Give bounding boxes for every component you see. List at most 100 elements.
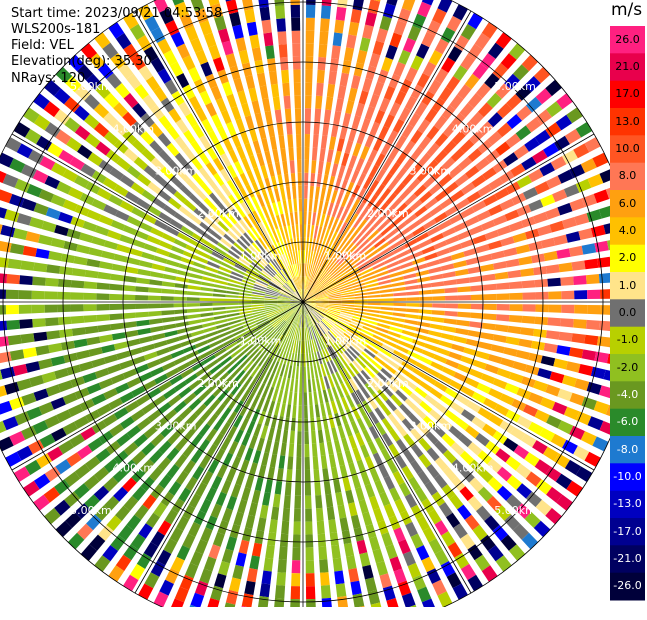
range-gate — [247, 568, 258, 582]
range-gate — [123, 369, 137, 379]
range-gate — [380, 307, 393, 311]
range-gate — [296, 457, 301, 470]
range-gate — [270, 454, 277, 468]
range-gate — [344, 167, 352, 181]
range-gate — [276, 572, 286, 586]
range-gate — [445, 311, 458, 317]
range-gate — [274, 402, 280, 415]
range-gate — [96, 293, 109, 300]
range-gate — [334, 178, 341, 192]
range-gate — [469, 225, 483, 235]
range-ring-label: 4.00km — [113, 122, 155, 135]
range-gate — [26, 231, 41, 243]
range-gate — [217, 464, 228, 478]
range-gate — [295, 379, 299, 392]
range-gate — [561, 291, 574, 300]
range-gate — [303, 328, 304, 341]
range-gate — [582, 349, 596, 360]
range-gate — [51, 238, 65, 249]
range-gate — [445, 235, 459, 245]
range-gate — [365, 577, 377, 592]
range-ring-label: 3.00km — [155, 165, 197, 178]
range-gate — [148, 311, 161, 317]
range-gate — [300, 367, 303, 380]
range-gate — [322, 598, 333, 607]
range-gate — [116, 244, 130, 253]
range-gate — [428, 267, 442, 274]
range-gate — [309, 199, 313, 212]
range-gate — [379, 284, 392, 289]
range-gate — [471, 304, 484, 310]
range-gate — [115, 210, 129, 221]
range-gate — [119, 234, 133, 244]
range-gate — [444, 279, 457, 285]
range-gate — [154, 340, 168, 348]
range-ring-label: 3.00km — [410, 419, 452, 432]
range-gate — [29, 217, 44, 229]
nrays-label: NRays: 120 — [11, 71, 85, 86]
range-gate — [156, 248, 170, 257]
range-gate — [268, 401, 275, 414]
range-gate — [325, 429, 332, 443]
range-gate — [277, 390, 283, 403]
range-gate — [424, 252, 438, 260]
range-gate — [319, 148, 325, 161]
range-gate — [340, 411, 348, 425]
range-gate — [292, 186, 296, 199]
range-gate — [342, 304, 355, 307]
range-gate — [299, 199, 302, 212]
range-gate — [19, 305, 32, 314]
range-gate — [461, 207, 475, 218]
range-gate — [365, 12, 377, 27]
range-gate — [71, 316, 85, 324]
range-gate — [319, 559, 328, 573]
range-gate — [506, 337, 520, 346]
colorbar-tick-label: -10.0 — [610, 470, 645, 483]
range-gate — [333, 558, 343, 572]
range-gate — [17, 213, 32, 225]
colorbar-tick-label: 6.0 — [610, 197, 645, 210]
range-gate — [384, 476, 395, 490]
range-gate — [582, 243, 596, 254]
range-gate — [316, 508, 324, 521]
range-gate — [513, 232, 527, 243]
range-gate — [97, 314, 110, 321]
range-gate — [162, 317, 175, 323]
range-gate — [288, 392, 293, 405]
range-gate — [393, 303, 406, 306]
colorbar-tick-label: 10.0 — [610, 142, 645, 155]
range-gate — [306, 238, 309, 251]
range-gate — [58, 304, 71, 312]
range-gate — [326, 402, 332, 415]
range-gate — [262, 571, 272, 585]
range-gate — [0, 241, 12, 253]
range-gate — [244, 581, 255, 595]
range-gate — [559, 332, 573, 342]
range-gate — [282, 161, 288, 174]
range-gate — [355, 303, 368, 305]
range-gate — [456, 198, 470, 210]
range-gate — [416, 270, 429, 277]
range-gate — [188, 285, 201, 290]
range-gate — [574, 379, 589, 391]
range-gate — [235, 118, 245, 132]
range-gate — [278, 559, 287, 573]
range-gate — [477, 383, 491, 394]
range-gate — [293, 57, 301, 70]
range-gate — [261, 452, 269, 466]
range-gate — [208, 544, 220, 559]
range-gate — [389, 487, 401, 502]
range-gate — [380, 573, 392, 588]
range-gate — [285, 109, 292, 122]
range-gate — [299, 380, 302, 393]
range-gate — [381, 303, 394, 306]
range-gate — [313, 392, 318, 405]
range-gate — [85, 270, 99, 278]
range-gate — [281, 70, 289, 84]
range-gate — [123, 321, 137, 328]
range-gate — [373, 82, 384, 97]
range-gate — [161, 303, 174, 308]
range-gate — [597, 336, 611, 347]
range-gate — [402, 330, 415, 337]
range-gate — [345, 140, 354, 154]
